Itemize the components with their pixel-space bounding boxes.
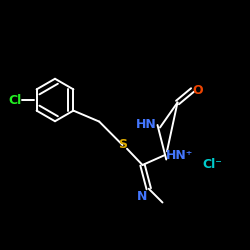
Text: O: O [192, 84, 203, 97]
Text: S: S [118, 138, 127, 151]
Text: HN: HN [136, 118, 156, 132]
Text: N: N [137, 190, 147, 203]
Text: HN⁺: HN⁺ [166, 149, 193, 162]
Text: Cl⁻: Cl⁻ [202, 158, 222, 172]
Text: Cl: Cl [8, 94, 21, 106]
